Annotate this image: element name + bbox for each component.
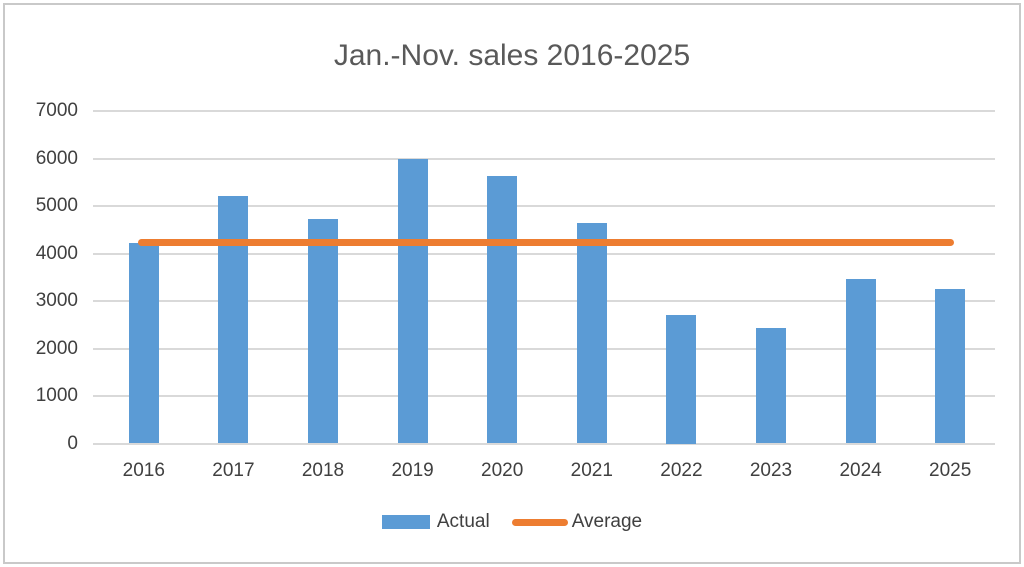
y-axis-label-7000: 7000	[35, 100, 78, 121]
gridline-0	[93, 442, 995, 445]
bar-2018	[308, 218, 338, 444]
y-axis-label-0: 0	[67, 432, 78, 454]
bar-2020	[487, 176, 518, 444]
bar-2016	[128, 242, 159, 444]
x-axis-label-2024: 2024	[839, 460, 882, 481]
y-axis-label-3000: 3000	[35, 290, 78, 311]
gridline-5000	[93, 205, 995, 207]
average-line	[138, 239, 954, 247]
x-axis-label-2025: 2025	[929, 460, 972, 481]
x-axis-label-2023: 2023	[749, 460, 793, 481]
chart-frame: Jan.-Nov. sales 2016-2025 0 1000 2000 3000 4…	[3, 3, 1021, 564]
x-axis-label-2022: 2022	[660, 460, 703, 481]
y-axis-label-2000: 2000	[35, 337, 78, 359]
legend-label-average: Average	[571, 511, 643, 532]
bar-2019	[397, 159, 428, 444]
y-axis-label-4000: 4000	[35, 242, 78, 264]
bar-2021	[576, 223, 607, 444]
x-axis-label-2021: 2021	[570, 460, 613, 481]
average-series-swatch-icon	[511, 518, 568, 526]
gridline-6000	[93, 157, 995, 160]
legend-item-actual: Actual	[381, 511, 490, 533]
sales-chart: Jan.-Nov. sales 2016-2025 0 1000 2000 3000 4…	[5, 5, 1019, 562]
gridline-1000	[93, 395, 995, 397]
chart-legend: Actual Average	[5, 511, 1019, 533]
gridline-2000	[93, 347, 995, 350]
bar-2023	[756, 327, 786, 444]
bar-2024	[845, 278, 876, 444]
x-axis-label-2019: 2019	[391, 460, 434, 481]
gridline-7000	[93, 110, 995, 112]
y-axis-label-5000: 5000	[35, 195, 78, 216]
bar-2025	[935, 288, 966, 444]
x-axis-label-2016: 2016	[122, 460, 165, 481]
y-axis-label-6000: 6000	[35, 147, 78, 169]
legend-label-actual: Actual	[436, 511, 490, 532]
gridline-4000	[93, 252, 995, 255]
x-axis-label-2020: 2020	[481, 460, 524, 481]
bar-2022	[666, 315, 697, 444]
x-axis-label-2017: 2017	[212, 460, 255, 481]
actual-series-swatch-icon	[381, 515, 430, 529]
legend-item-average: Average	[511, 511, 643, 533]
chart-title: Jan.-Nov. sales 2016-2025	[333, 39, 691, 72]
gridline-3000	[93, 300, 995, 302]
y-axis-label-1000: 1000	[35, 385, 78, 406]
bar-2017	[218, 196, 249, 444]
x-axis-label-2018: 2018	[301, 460, 345, 481]
